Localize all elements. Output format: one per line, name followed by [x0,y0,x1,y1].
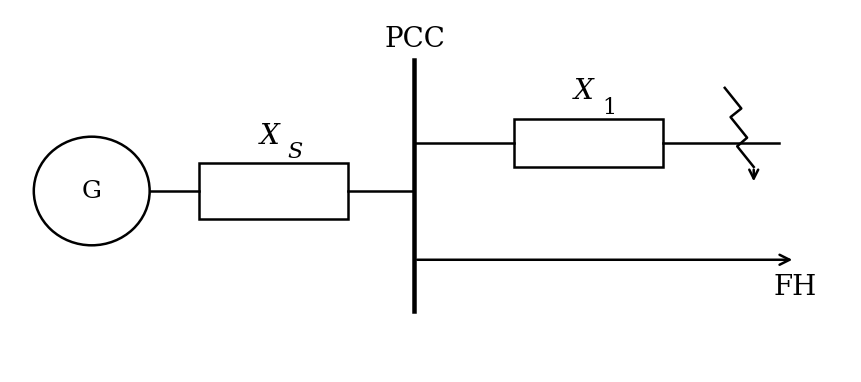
Text: X: X [573,78,593,105]
Bar [513,119,662,167]
Text: G: G [82,180,102,202]
Text: X: X [259,123,279,150]
Bar [199,163,348,219]
Text: FH: FH [772,274,815,301]
Text: PCC: PCC [383,26,444,53]
Text: S: S [288,141,303,163]
Text: 1: 1 [602,97,616,119]
